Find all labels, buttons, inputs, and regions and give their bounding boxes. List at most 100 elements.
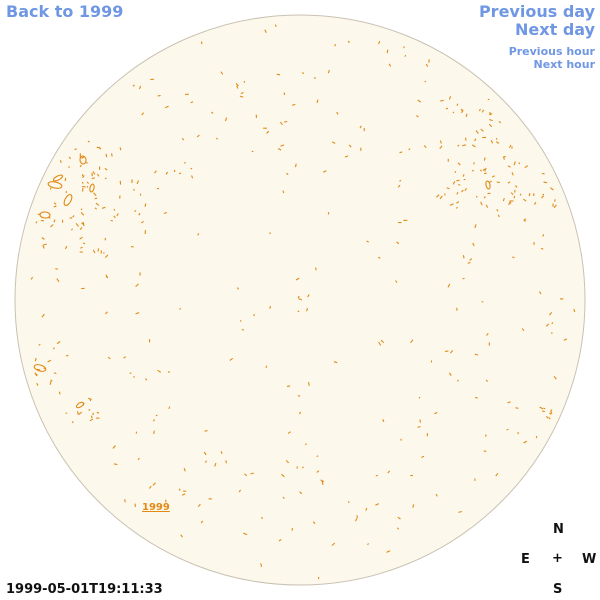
contour-speck bbox=[41, 237, 45, 240]
contour-speck bbox=[178, 488, 181, 491]
contour-speck bbox=[455, 206, 458, 209]
contour-speck bbox=[448, 372, 452, 376]
contour-speck bbox=[229, 357, 234, 361]
contour-speck bbox=[298, 298, 302, 301]
contour-speck bbox=[225, 460, 228, 464]
contour-speck bbox=[495, 137, 498, 140]
contour-speck bbox=[512, 256, 515, 259]
compass-east: E bbox=[521, 552, 530, 567]
contour-speck bbox=[540, 247, 544, 250]
contour-speck bbox=[301, 466, 304, 469]
contour-speck bbox=[78, 411, 83, 415]
contour-speck bbox=[79, 164, 82, 168]
contour-speck bbox=[80, 246, 83, 249]
contour-speck bbox=[506, 428, 509, 431]
contour-speck bbox=[88, 397, 92, 401]
contour-speck bbox=[440, 99, 444, 102]
contour-speck bbox=[316, 99, 319, 104]
contour-speck bbox=[507, 181, 511, 184]
contour-speck bbox=[367, 543, 369, 546]
contour-speck bbox=[81, 181, 84, 184]
contour-speck bbox=[72, 215, 75, 218]
contour-speck bbox=[550, 409, 553, 412]
contour-speck bbox=[124, 499, 126, 503]
previous-hour-link[interactable]: Previous hour bbox=[508, 45, 595, 58]
contour-speck bbox=[488, 123, 493, 128]
contour-speck bbox=[419, 419, 421, 423]
contour-speck bbox=[425, 63, 429, 67]
contour-speck bbox=[297, 295, 300, 299]
contour-speck bbox=[280, 144, 285, 147]
contour-speck bbox=[417, 425, 421, 428]
contour-speck bbox=[378, 341, 382, 346]
contour-speck bbox=[315, 267, 317, 271]
previous-day-link[interactable]: Previous day bbox=[478, 2, 595, 21]
contour-speck bbox=[47, 359, 52, 363]
contour-speck bbox=[144, 378, 148, 381]
contour-speck bbox=[563, 338, 568, 341]
contour-speck bbox=[549, 311, 553, 316]
contour-speck bbox=[456, 103, 459, 106]
contour-speck bbox=[104, 167, 108, 171]
contour-speck bbox=[462, 144, 466, 147]
contour-speck bbox=[56, 340, 61, 345]
contour-speck bbox=[94, 197, 98, 200]
contour-speck bbox=[378, 40, 381, 45]
back-to-year-link[interactable]: Back to 1999 bbox=[6, 2, 124, 21]
contour-speck bbox=[168, 406, 171, 410]
contour-speck bbox=[113, 463, 118, 466]
next-day-link[interactable]: Next day bbox=[515, 20, 595, 39]
contour-speck bbox=[138, 212, 141, 216]
contour-speck bbox=[397, 516, 401, 520]
contour-speck bbox=[282, 496, 285, 499]
contour-speck bbox=[541, 195, 545, 199]
contour-speck bbox=[521, 328, 525, 332]
next-hour-link[interactable]: Next hour bbox=[533, 58, 596, 71]
contour-speck bbox=[76, 411, 79, 416]
contour-speck bbox=[190, 101, 194, 104]
contour-speck bbox=[513, 161, 516, 166]
contour-speck bbox=[458, 510, 462, 513]
contour-speck bbox=[474, 353, 479, 356]
contour-speck bbox=[42, 244, 45, 249]
contour-speck bbox=[484, 167, 487, 172]
contour-speck bbox=[297, 310, 300, 313]
contour-speck bbox=[553, 204, 557, 209]
contour-speck bbox=[539, 291, 542, 295]
contour-speck bbox=[462, 277, 465, 280]
contour-speck bbox=[40, 219, 44, 222]
contour-speck bbox=[474, 138, 477, 142]
contour-speck bbox=[200, 520, 204, 524]
contour-speck bbox=[181, 138, 185, 141]
contour-speck bbox=[178, 172, 182, 175]
contour-speck bbox=[88, 409, 91, 411]
contour-speck bbox=[471, 169, 475, 172]
contour-speck bbox=[236, 287, 239, 290]
contour-speck bbox=[79, 236, 83, 240]
contour-speck bbox=[53, 219, 56, 223]
contour-speck bbox=[52, 347, 55, 350]
contour-speck bbox=[435, 493, 438, 497]
contour-speck bbox=[483, 450, 487, 453]
contour-speck bbox=[269, 232, 272, 234]
region-link[interactable]: 1999 bbox=[142, 502, 170, 513]
contour-speck bbox=[34, 357, 37, 362]
contour-speck bbox=[327, 211, 330, 215]
contour-speck bbox=[573, 308, 576, 313]
contour-speck bbox=[236, 85, 239, 89]
contour-speck bbox=[485, 379, 489, 382]
contour-speck bbox=[382, 419, 385, 423]
contour-speck bbox=[307, 381, 310, 386]
contour-loop bbox=[39, 211, 51, 219]
contour-speck bbox=[322, 170, 327, 173]
contour-speck bbox=[204, 460, 207, 463]
compass-north: N bbox=[553, 522, 564, 537]
contour-speck bbox=[53, 372, 57, 375]
contour-speck bbox=[105, 153, 108, 158]
contour-speck bbox=[320, 479, 325, 483]
contour-speck bbox=[480, 128, 484, 132]
contour-speck bbox=[444, 350, 449, 353]
contour-speck bbox=[548, 417, 551, 420]
contour-speck bbox=[445, 107, 449, 110]
contour-speck bbox=[454, 171, 457, 173]
